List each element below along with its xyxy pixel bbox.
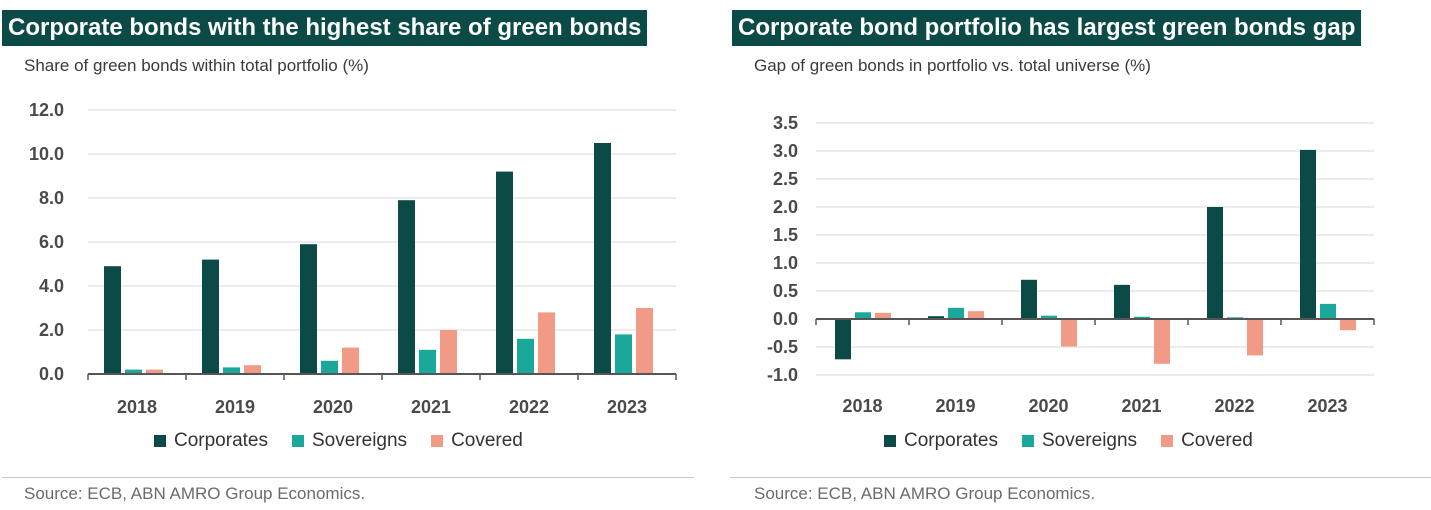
y-tick-label: 3.5 [773, 113, 798, 133]
legend-label-corporates: Corporates [174, 430, 268, 451]
bar-corporates-2018 [835, 319, 851, 360]
legend-swatch-corporates [884, 435, 896, 447]
y-tick-label: 1.0 [773, 253, 798, 273]
legend-swatch-corporates [154, 435, 166, 447]
left-chart-panel: Corporate bonds with the highest share o… [0, 0, 700, 510]
bar-sovereigns-2021 [419, 349, 436, 374]
legend-item-sovereigns: Sovereigns [1022, 430, 1137, 452]
y-tick-label: 0.0 [773, 309, 798, 329]
y-tick-label: 3.0 [773, 141, 798, 161]
bar-sovereigns-2020 [321, 360, 338, 374]
bar-corporates-2023 [1300, 149, 1316, 319]
y-tick-label: 12.0 [29, 100, 64, 120]
x-tick-label-2023: 2023 [607, 397, 647, 417]
x-tick-label-2018: 2018 [842, 396, 882, 416]
y-tick-label: 10.0 [29, 144, 64, 164]
bar-covered-2018 [875, 312, 891, 319]
bar-covered-2022 [1247, 319, 1263, 356]
bar-sovereigns-2023 [1320, 303, 1336, 319]
right-source-note: Source: ECB, ABN AMRO Group Economics. [754, 484, 1096, 503]
bar-covered-2018 [146, 369, 163, 374]
left-chart-title: Corporate bonds with the highest share o… [2, 10, 648, 46]
left-source-note: Source: ECB, ABN AMRO Group Economics. [24, 484, 366, 503]
bar-covered-2020 [1061, 319, 1077, 347]
legend-swatch-covered [431, 435, 444, 447]
bar-corporates-2022 [1207, 207, 1223, 319]
bar-corporates-2020 [1021, 279, 1037, 319]
y-tick-label: -1.0 [767, 365, 798, 385]
x-tick-label-2021: 2021 [1121, 396, 1161, 416]
bar-sovereigns-2022 [517, 338, 534, 374]
right-chart-panel: Corporate bond portfolio has largest gre… [730, 0, 1431, 510]
y-tick-label: 2.5 [773, 169, 798, 189]
bar-sovereigns-2018 [125, 369, 142, 374]
left-chart-plot: 0.0 2.0 4.0 6.0 8.0 10.0 12.0 2018 2019 2020 2021 2… [29, 100, 677, 417]
legend-label-covered: Covered [451, 430, 523, 451]
y-tick-label: 2.0 [773, 197, 798, 217]
x-tick-label-2021: 2021 [411, 397, 451, 417]
x-tick-label-2018: 2018 [117, 397, 157, 417]
right-chart-title: Corporate bond portfolio has largest gre… [732, 10, 1362, 46]
legend-label-sovereigns: Sovereigns [312, 430, 408, 451]
bar-corporates-2018 [104, 266, 121, 374]
left-chart-legend: Corporates Sovereigns Covered [154, 430, 547, 452]
y-tick-label: 0.5 [773, 281, 798, 301]
right-chart-plot: -1.0 -0.5 0.0 0.5 1.0 1.5 2.0 2.5 3.0 3.5 2018 2019… [767, 113, 1375, 416]
bar-sovereigns-2019 [948, 307, 964, 319]
bar-corporates-2019 [928, 316, 944, 319]
legend-swatch-covered [1161, 435, 1174, 447]
legend-label-sovereigns: Sovereigns [1042, 430, 1138, 451]
x-tick-label-2019: 2019 [935, 396, 975, 416]
right-chart-legend: Corporates Sovereigns Covered [884, 430, 1277, 452]
bar-covered-2019 [968, 311, 984, 319]
right-source-divider [730, 477, 1431, 478]
bar-covered-2023 [636, 308, 653, 374]
x-tick-label-2020: 2020 [1028, 396, 1068, 416]
y-tick-label: 1.5 [773, 225, 798, 245]
x-tick-label-2020: 2020 [313, 397, 353, 417]
y-tick-label: -0.5 [767, 337, 798, 357]
legend-label-corporates: Corporates [904, 430, 998, 451]
y-tick-label: 8.0 [39, 188, 64, 208]
left-source-divider [2, 477, 694, 478]
legend-item-corporates: Corporates [154, 430, 268, 452]
legend-swatch-sovereigns [1022, 435, 1034, 447]
legend-item-covered: Covered [431, 430, 523, 452]
legend-item-sovereigns: Sovereigns [292, 430, 407, 452]
bar-covered-2021 [1154, 319, 1170, 364]
y-tick-label: 4.0 [39, 276, 64, 296]
legend-item-corporates: Corporates [884, 430, 998, 452]
x-tick-label-2023: 2023 [1307, 396, 1347, 416]
x-tick-label-2022: 2022 [509, 397, 549, 417]
legend-swatch-sovereigns [292, 435, 304, 447]
bar-covered-2021 [440, 330, 457, 374]
bar-sovereigns-2019 [223, 367, 240, 374]
bar-corporates-2019 [202, 259, 219, 374]
bar-sovereigns-2020 [1041, 315, 1057, 319]
x-tick-label-2022: 2022 [1214, 396, 1254, 416]
y-tick-label: 0.0 [39, 364, 64, 384]
bar-covered-2020 [342, 347, 359, 374]
bar-sovereigns-2021 [1134, 316, 1150, 319]
bar-covered-2019 [244, 365, 261, 374]
legend-item-covered: Covered [1161, 430, 1253, 452]
bar-covered-2023 [1340, 319, 1356, 331]
bar-sovereigns-2023 [615, 334, 632, 374]
left-chart-subtitle: Share of green bonds within total portfo… [24, 56, 369, 75]
bar-corporates-2023 [594, 143, 611, 374]
bar-corporates-2020 [300, 244, 317, 374]
bar-sovereigns-2018 [855, 312, 871, 319]
x-tick-label-2019: 2019 [215, 397, 255, 417]
legend-label-covered: Covered [1181, 430, 1253, 451]
y-tick-label: 6.0 [39, 232, 64, 252]
right-chart-subtitle: Gap of green bonds in portfolio vs. tota… [754, 56, 1151, 75]
bar-corporates-2021 [1114, 284, 1130, 319]
bar-corporates-2021 [398, 200, 415, 374]
y-tick-label: 2.0 [39, 320, 64, 340]
bar-covered-2022 [538, 312, 555, 374]
bar-corporates-2022 [496, 171, 513, 374]
